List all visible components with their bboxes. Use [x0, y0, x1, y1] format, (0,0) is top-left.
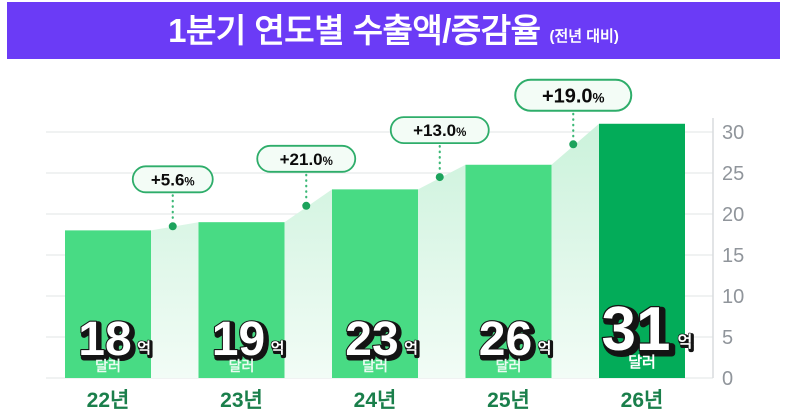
bar-value-shadow: 23 — [348, 316, 401, 369]
bar-value-unit-shadow: 억 — [272, 341, 286, 359]
bar-value-currency: 달러 — [229, 358, 255, 374]
bar-value-currency: 달러 — [95, 358, 121, 374]
bar — [332, 189, 418, 378]
bar-value-currency: 달러 — [496, 358, 522, 374]
bar-value: 31 — [602, 295, 671, 364]
percent-sign: % — [184, 176, 194, 188]
growth-dot — [168, 222, 177, 231]
bar-value-shadow: 19 — [214, 316, 267, 369]
x-axis-label: 24년 — [354, 389, 397, 412]
bar-value-unit: 억 — [404, 339, 418, 357]
x-axis-label: 23년 — [220, 389, 263, 412]
percent-sign: % — [456, 127, 466, 139]
growth-badge-label: +19.0% — [542, 85, 605, 107]
bar-value-unit-shadow: 억 — [679, 334, 694, 353]
bar — [65, 230, 151, 378]
percent-sign: % — [593, 90, 605, 105]
bar-value: 23 — [345, 313, 398, 366]
bar-value-unit: 억 — [271, 339, 285, 357]
growth-badge-value: +19.0 — [542, 85, 593, 107]
bar-value-shadow: 26 — [481, 316, 534, 369]
growth-badge-group: +19.0% — [514, 78, 633, 149]
bar — [465, 164, 552, 378]
page-title-suffix: (전년 대비) — [549, 28, 619, 45]
growth-badge-group: +21.0% — [256, 144, 357, 210]
bar — [599, 123, 685, 378]
bar-value-unit: 억 — [137, 339, 151, 357]
bar-value: 19 — [212, 313, 265, 366]
y-tick-label: 20 — [722, 204, 744, 226]
y-tick-label: 15 — [722, 245, 744, 267]
growth-badge — [256, 144, 357, 173]
bar-value-currency: 달러 — [362, 358, 388, 374]
title-banner: 1분기 연도별 수출액/증감율 (전년 대비) — [7, 2, 780, 59]
growth-badge-value: +13.0 — [413, 121, 456, 140]
bar-value-shadow: 31 — [605, 298, 674, 367]
y-tick-label: 25 — [722, 163, 744, 185]
growth-badge-group: +13.0% — [389, 116, 490, 182]
y-tick-label: 30 — [722, 122, 744, 144]
bar-value-unit: 억 — [678, 332, 693, 351]
growth-dot — [302, 201, 311, 210]
bar-value-unit-shadow: 억 — [539, 341, 553, 359]
growth-badge-value: +21.0 — [280, 150, 323, 169]
growth-badge-label: +13.0% — [413, 121, 466, 140]
y-tick-label: 10 — [722, 286, 744, 308]
growth-badge — [131, 165, 214, 194]
bar-value-unit: 억 — [538, 339, 552, 357]
growth-dot — [435, 173, 444, 182]
page-title: 1분기 연도별 수출액/증감율 — [168, 12, 541, 49]
bar-value-unit-shadow: 억 — [406, 341, 420, 359]
x-axis-label: 26년 — [621, 389, 664, 412]
y-tick-label: 0 — [722, 368, 733, 390]
x-axis-label: 25년 — [487, 389, 530, 412]
growth-dot — [569, 140, 578, 149]
bar — [198, 222, 285, 378]
growth-badge-value: +5.6 — [151, 170, 185, 189]
bar-value-currency: 달러 — [628, 353, 656, 371]
growth-badge-label: +5.6% — [151, 170, 195, 189]
percent-sign: % — [323, 156, 333, 168]
bar-value: 26 — [479, 313, 532, 366]
y-tick-label: 5 — [722, 327, 733, 349]
growth-badge — [389, 116, 490, 144]
bar-value-unit-shadow: 억 — [139, 341, 153, 359]
growth-badge-label: +21.0% — [280, 150, 333, 169]
growth-badge — [514, 78, 633, 112]
bar-value: 18 — [78, 313, 131, 366]
x-axis-label: 22년 — [87, 389, 130, 412]
bar-value-shadow: 18 — [81, 316, 134, 369]
growth-badge-group: +5.6% — [131, 165, 214, 231]
